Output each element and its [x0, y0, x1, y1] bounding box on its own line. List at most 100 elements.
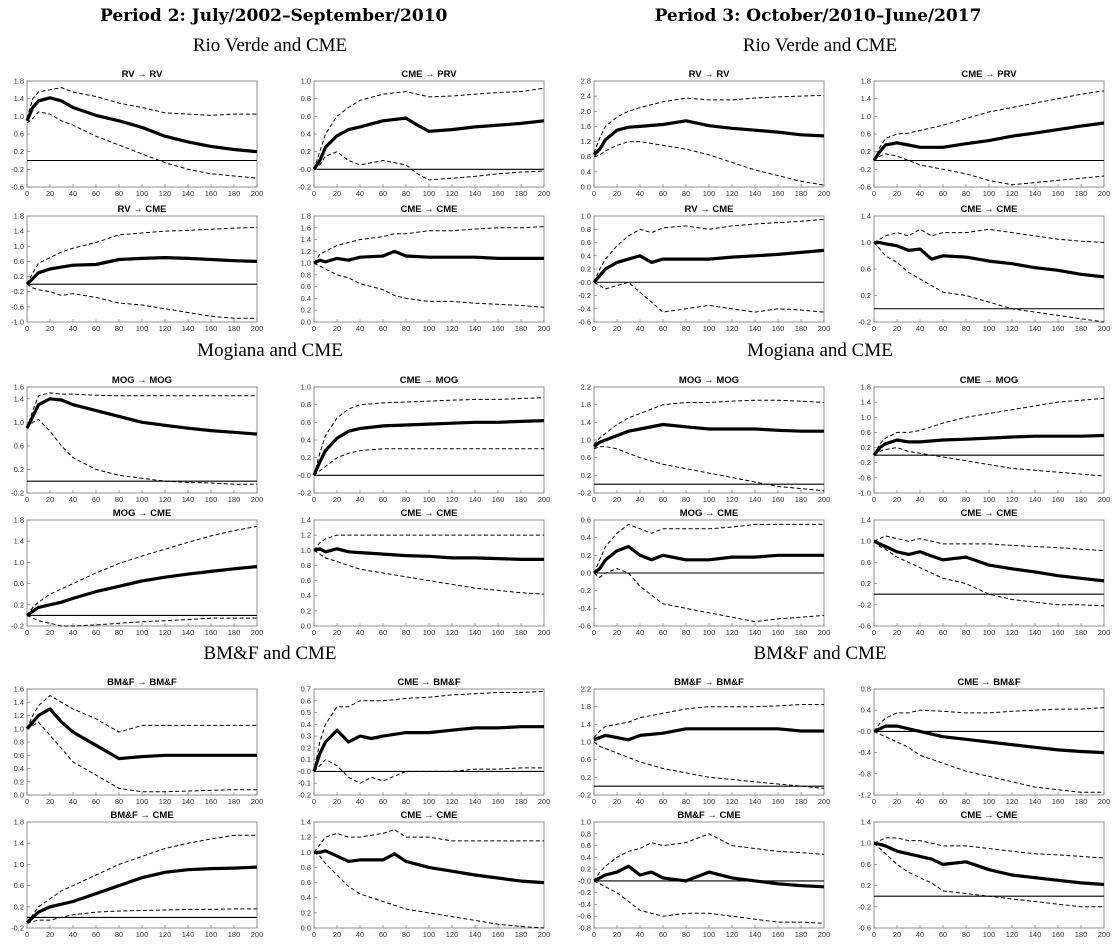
y-tick-label: 0.6	[581, 238, 591, 247]
x-tick-label: 180	[795, 189, 808, 198]
y-tick-label: -0.2	[858, 318, 871, 327]
y-tick-label: 1.0	[861, 112, 871, 121]
y-tick-label: 0.4	[301, 591, 311, 600]
x-tick-label: 160	[492, 189, 505, 198]
irf-chart: CME → BM&F 0.7 0.6 0.5 0.4 0.3 0.2 0.1 -0.0 -0.1 -…	[298, 677, 550, 806]
irf-panel: BM&F → CME 1.8 1.4 1.0 0.6 0.2 -0.2 0 20 40 60 80 10…	[3, 808, 263, 942]
y-tick-label: 1.0	[301, 848, 311, 857]
y-tick-label: 0.4	[581, 251, 591, 260]
plot-frame	[26, 519, 258, 627]
y-tick-label: -0.6	[578, 912, 591, 921]
x-tick-label: 80	[682, 797, 690, 806]
y-tick-label: 0.2	[301, 908, 311, 917]
irf-panel: CME → CME 1.4 1.0 0.6 0.2 -0.2 -0.6 0 20 40 60 80 10…	[850, 808, 1110, 942]
x-tick-label: 40	[636, 324, 644, 333]
y-tick-label: 0.2	[581, 265, 591, 274]
x-tick-label: 100	[703, 189, 716, 198]
y-tick-label: 0.8	[301, 561, 311, 570]
lower-band-line	[873, 153, 1105, 186]
x-tick-label: 100	[423, 189, 436, 198]
panel-title: MOG → CME	[680, 508, 739, 519]
x-tick-label: 20	[46, 189, 54, 198]
x-tick-label: 60	[939, 495, 947, 504]
y-tick-label: 0.7	[301, 685, 311, 694]
y-tick-label: 1.8	[14, 818, 24, 827]
irf-panel: RV → RV 2.8 2.4 2.0 1.6 1.2 0.8 0.4 0.0 0 20 40 60 80…	[570, 67, 831, 201]
x-tick-label: 200	[818, 797, 831, 806]
x-tick-label: 140	[1029, 324, 1042, 333]
x-tick-label: 60	[92, 628, 100, 637]
irf-panel: RV → CME 1.8 1.4 1.0 0.6 0.2 -0.2 -0.6 -1.0 0 20 40…	[3, 202, 263, 336]
upper-band-line	[313, 690, 545, 772]
x-tick-label: 100	[703, 495, 716, 504]
x-tick-label: 140	[749, 324, 762, 333]
plot-frame	[313, 215, 545, 323]
upper-band-line	[593, 94, 825, 154]
plot-frame	[873, 821, 1105, 929]
x-tick-label: 40	[916, 797, 924, 806]
panel-title: CME → CME	[401, 508, 458, 519]
x-tick-label: 200	[818, 495, 831, 504]
x-tick-label: 20	[46, 797, 54, 806]
x-tick-label: 60	[92, 930, 100, 939]
y-tick-label: 0.6	[301, 282, 311, 291]
irf-chart: RV → RV 1.8 1.4 1.0 0.6 0.2 -0.2 -0.60 20 40 60 80 1…	[11, 69, 263, 198]
lower-band-line	[26, 908, 257, 924]
x-tick-label: 200	[538, 930, 551, 939]
x-tick-label: 80	[115, 797, 123, 806]
upper-band-line	[313, 397, 545, 476]
x-tick-label: 180	[228, 189, 241, 198]
group-title-mogiana-p2: Mogiana and CME	[197, 340, 343, 361]
x-tick-label: 140	[469, 930, 482, 939]
y-tick-label: 1.0	[861, 413, 871, 422]
y-tick-label: 0.4	[301, 720, 311, 729]
y-tick-label: 1.0	[14, 112, 24, 121]
y-tick-label: 1.0	[581, 436, 591, 445]
y-tick-label: 0.6	[301, 576, 311, 585]
x-tick-label: 40	[636, 189, 644, 198]
y-tick-label: 0.8	[581, 225, 591, 234]
irf-panel: RV → RV 1.8 1.4 1.0 0.6 0.2 -0.2 -0.6 0 20 40 60 80 1…	[3, 67, 263, 201]
x-tick-label: 180	[515, 495, 528, 504]
panel-title: CME → MOG	[960, 375, 1019, 386]
x-tick-label: 140	[1029, 797, 1042, 806]
x-tick-label: 180	[515, 628, 528, 637]
x-tick-label: 160	[1052, 189, 1065, 198]
x-tick-label: 200	[538, 495, 551, 504]
response-line	[26, 565, 258, 617]
x-tick-label: 140	[469, 324, 482, 333]
panel-title: CME → PRV	[961, 69, 1017, 80]
y-tick-label: 0.8	[301, 94, 311, 103]
x-tick-label: 200	[818, 628, 831, 637]
x-tick-label: 0	[872, 930, 876, 939]
y-tick-label: 1.2	[14, 711, 24, 720]
x-tick-label: 180	[228, 495, 241, 504]
x-tick-label: 60	[939, 324, 947, 333]
irf-panel: CME → MOG 1.8 1.4 1.0 0.6 0.2 -0.2 -0.6 -1.0 0 20 4…	[850, 373, 1110, 507]
x-tick-label: 140	[182, 495, 195, 504]
y-tick-label: -0.2	[578, 888, 591, 897]
x-tick-label: 20	[333, 495, 341, 504]
y-tick-label: 0.2	[581, 551, 591, 560]
x-tick-label: 80	[962, 189, 970, 198]
y-tick-label: 0.2	[14, 600, 24, 609]
y-tick-label: -0.0	[298, 767, 311, 776]
upper-band-line	[26, 525, 258, 616]
x-tick-label: 40	[69, 324, 77, 333]
group-title-bmf-p2: BM&F and CME	[203, 643, 337, 664]
plot-frame	[593, 215, 825, 323]
response-line	[312, 419, 545, 476]
y-tick-label: 1.4	[14, 839, 24, 848]
x-tick-label: 140	[1029, 930, 1042, 939]
x-tick-label: 0	[592, 495, 596, 504]
y-tick-label: -1.0	[858, 489, 871, 498]
y-tick-label: 1.8	[581, 400, 591, 409]
y-tick-label: 1.4	[14, 698, 24, 707]
x-tick-label: 200	[818, 324, 831, 333]
response-line	[25, 707, 257, 761]
irf-chart: CME → CME 1.4 1.0 0.6 0.2 -0.2 -0.60 20 40 60 80 10…	[858, 810, 1110, 939]
lower-band-line	[593, 281, 825, 313]
y-tick-label: 1.2	[301, 247, 311, 256]
plot-frame	[26, 215, 258, 323]
lower-band-line	[26, 283, 257, 319]
